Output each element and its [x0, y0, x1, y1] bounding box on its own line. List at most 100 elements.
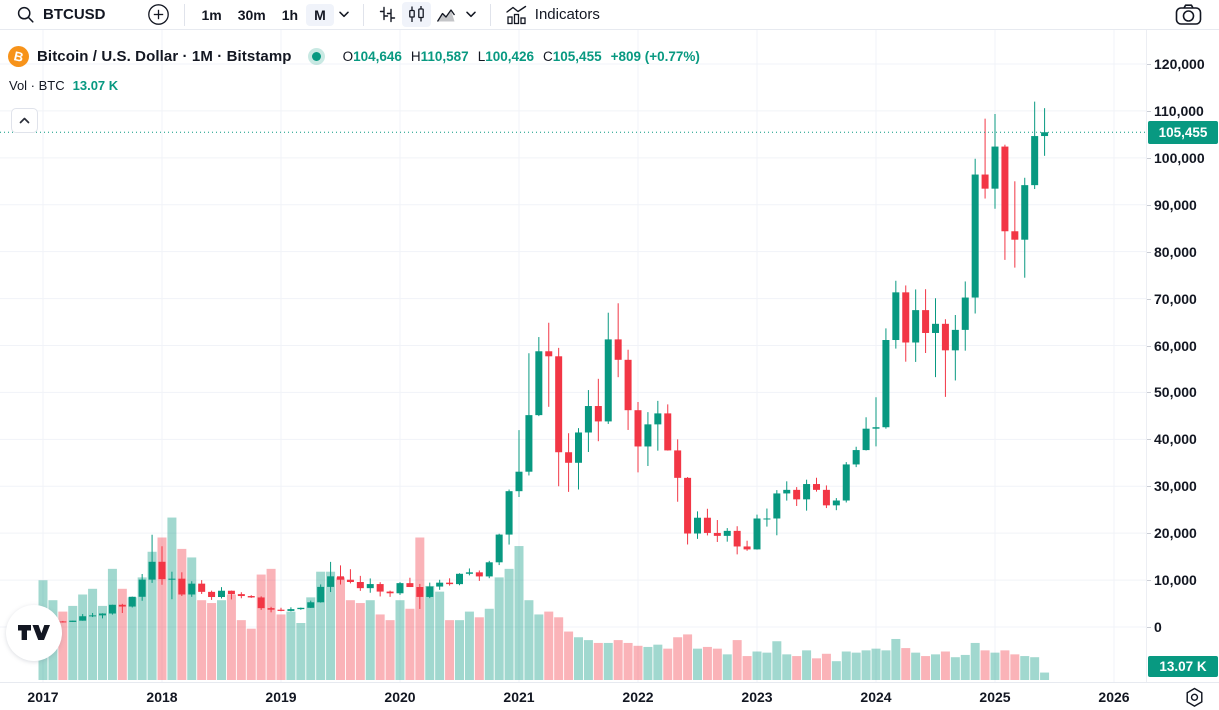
candle-body [465, 572, 473, 574]
market-status-icon[interactable] [311, 52, 321, 61]
candles-style-icon[interactable] [401, 2, 431, 27]
year-tick-label: 2024 [860, 689, 892, 705]
price-tick-mark [1147, 157, 1151, 159]
candle-body [89, 615, 97, 617]
volume-bar [226, 594, 236, 680]
candle-body [932, 323, 939, 333]
volume-bar [326, 571, 336, 680]
price-tick-label: 80,000 [1154, 243, 1197, 260]
volume-bar [137, 577, 147, 680]
tf-button-1m[interactable]: 1m [194, 4, 230, 26]
price-tick-label: 110,000 [1154, 102, 1204, 119]
year-tick-label: 2026 [1098, 689, 1130, 705]
volume-bar [603, 642, 613, 680]
volume-bar [702, 646, 712, 680]
axis-settings-gear-icon[interactable] [1183, 686, 1206, 710]
price-tick-mark [1147, 533, 1151, 535]
tradingview-logo[interactable] [6, 605, 62, 661]
chart-area[interactable]: B Bitcoin / U.S. Dollar · 1M · Bitstamp … [0, 30, 1146, 682]
camera-icon[interactable] [1170, 0, 1207, 29]
candle-body [505, 491, 513, 535]
candle-body [624, 359, 632, 411]
volume-bar [484, 608, 494, 680]
candle-body [515, 471, 523, 492]
symbol-title[interactable]: Bitcoin / U.S. Dollar · 1M · Bitstamp [37, 48, 292, 65]
volume-bar [574, 637, 583, 680]
candle-body [981, 174, 989, 189]
volume-bar [693, 648, 702, 680]
volume-bar [950, 657, 960, 680]
volume-bar [405, 608, 415, 680]
collapse-pane-button[interactable] [11, 108, 38, 133]
volume-bar [643, 646, 653, 680]
candle-body [69, 620, 77, 622]
search-icon[interactable] [12, 3, 39, 26]
volume-bar [147, 551, 157, 680]
volume-bar [722, 654, 732, 680]
tf-button-1h[interactable]: 1h [274, 4, 306, 26]
volume-bar [1030, 657, 1040, 680]
candle-body [922, 310, 930, 333]
candle-body [495, 534, 503, 563]
candle-body [813, 484, 820, 490]
tf-button-30m[interactable]: 30m [230, 4, 274, 26]
price-tick-label: 60,000 [1154, 337, 1197, 354]
volume-bar [306, 597, 316, 680]
price-tick-label: 0 [1154, 619, 1162, 635]
timeframe-chevron-down-icon[interactable] [334, 8, 354, 21]
volume-bar [762, 652, 772, 680]
add-symbol-icon[interactable] [142, 0, 175, 29]
low-value: 100,426 [485, 49, 535, 64]
price-tick-label: 50,000 [1154, 384, 1197, 401]
candle-body [396, 583, 404, 594]
symbol-search-button[interactable]: BTCUSD [39, 3, 112, 26]
volume-bar [861, 650, 871, 680]
volume-bar [286, 611, 296, 680]
candle-body [961, 297, 969, 330]
candle-body [773, 493, 781, 519]
volume-bar [881, 650, 891, 680]
indicators-icon[interactable] [500, 2, 533, 28]
candle-body [703, 517, 711, 533]
year-tick-label: 2020 [384, 689, 416, 705]
candle-body [991, 146, 999, 189]
volume-bar [98, 605, 107, 680]
volume-bar [365, 600, 375, 680]
price-tick-label: 30,000 [1154, 478, 1197, 495]
bar-style-icon[interactable] [373, 2, 402, 27]
candle-body [247, 596, 255, 598]
volume-bar [78, 594, 88, 680]
candle-body [406, 583, 414, 588]
area-style-icon[interactable] [431, 4, 461, 26]
indicators-button[interactable]: Indicators [533, 3, 606, 26]
time-axis[interactable]: 2017 2018 2019 2020 2021 2022 2023 2024 2025 2026 [0, 682, 1219, 710]
candle-body [674, 450, 682, 478]
candle-body [882, 340, 890, 428]
candle-body [912, 310, 920, 343]
candle-body [267, 608, 275, 610]
volume-bar [316, 571, 326, 680]
volume-bar [88, 588, 98, 680]
volume-bar [464, 611, 474, 680]
volume-bar [1000, 650, 1010, 680]
tf-button-1M-active[interactable]: M [306, 3, 334, 26]
candle-body [257, 597, 265, 609]
price-tick-mark [1147, 251, 1151, 253]
price-plot[interactable] [0, 30, 1146, 682]
style-chevron-down-icon[interactable] [461, 8, 481, 21]
volume-bar [355, 603, 365, 680]
price-tick-label: 10,000 [1154, 572, 1197, 589]
open-value: 104,646 [353, 49, 402, 64]
candle-body [694, 517, 701, 534]
candle-body [1011, 231, 1019, 240]
volume-bar [633, 645, 643, 680]
volume-bar [345, 600, 355, 680]
candle-body [822, 489, 830, 506]
volume-bar [623, 642, 633, 680]
price-axis[interactable]: 105,455 13.07 K 120,000 110,000 100,000 90,… [1146, 30, 1219, 682]
candle-body [733, 530, 741, 547]
candle-body [594, 406, 602, 422]
candle-body [902, 292, 910, 343]
price-tick-mark [1147, 345, 1151, 347]
volume-bar [177, 548, 187, 680]
